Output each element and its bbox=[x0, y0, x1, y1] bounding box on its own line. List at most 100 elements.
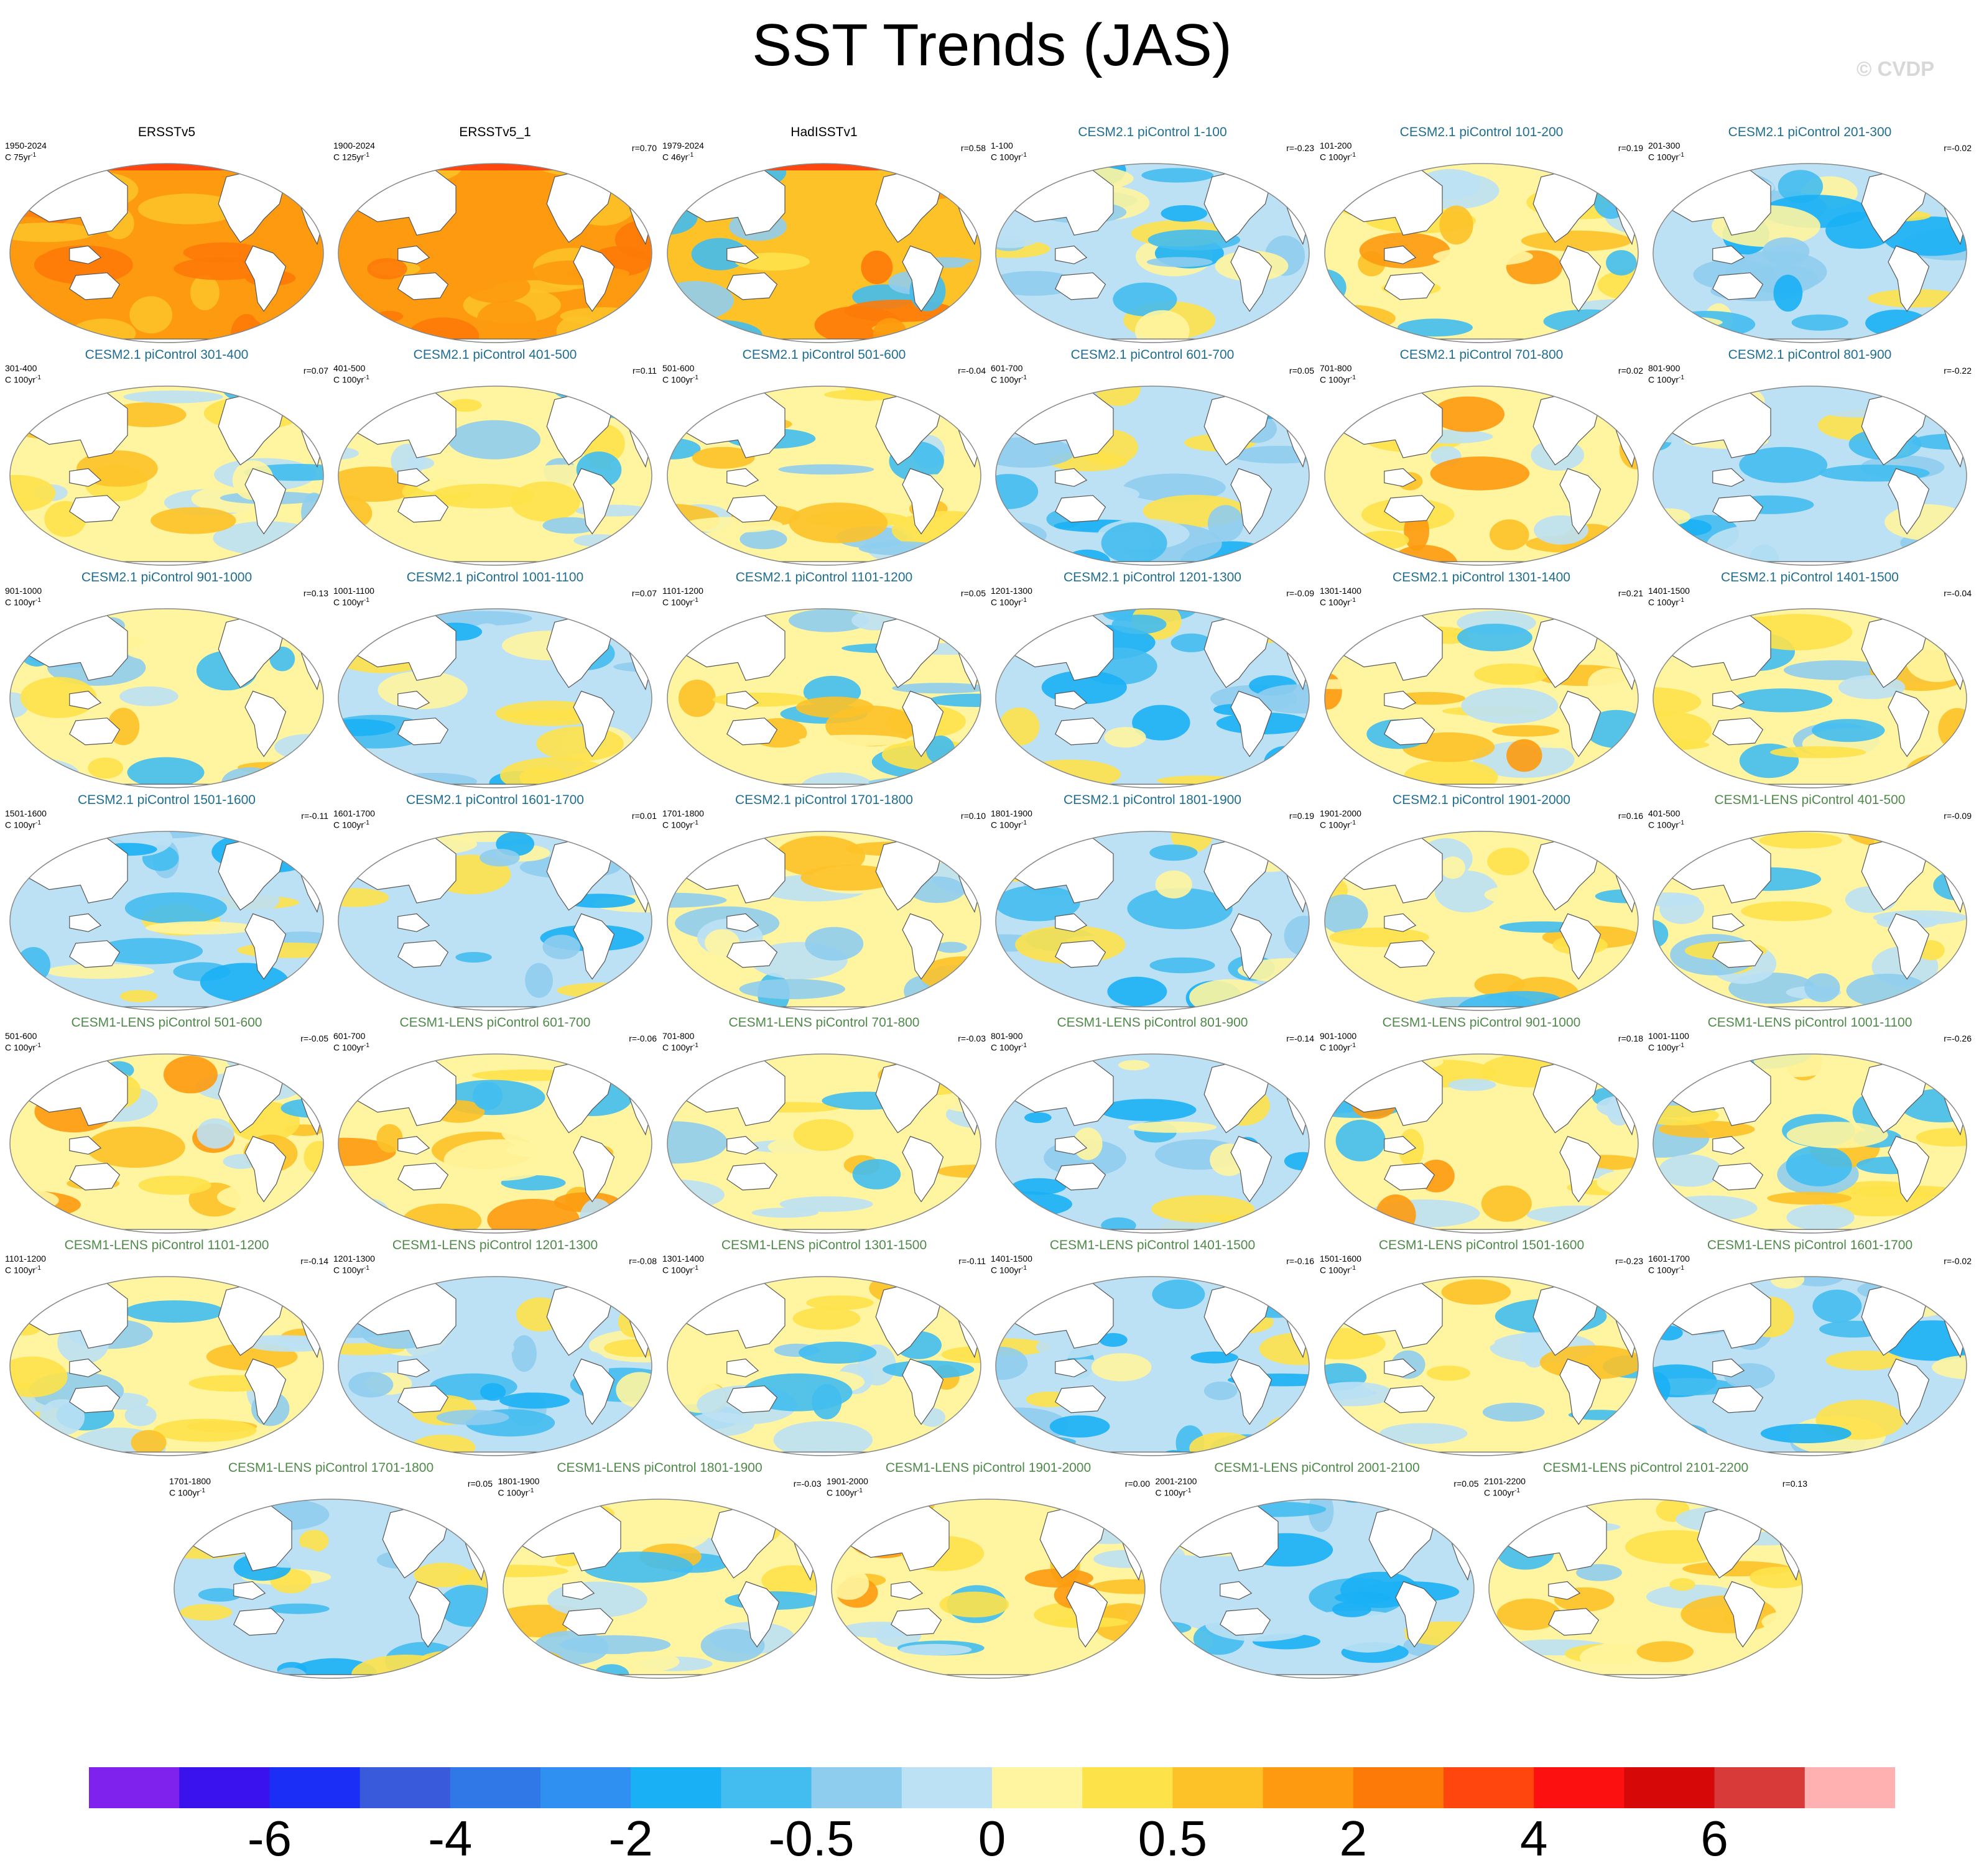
land-sAmerica bbox=[1888, 1358, 1930, 1425]
map-border bbox=[667, 163, 981, 343]
trend-anomaly-patch bbox=[1127, 888, 1233, 930]
land-australia bbox=[1384, 1163, 1435, 1191]
land-antarctica bbox=[432, 1006, 558, 1010]
land-sAmerica bbox=[902, 1135, 944, 1203]
panel-period: 1101-1200 bbox=[662, 586, 703, 596]
trend-anomaly-patch bbox=[1440, 856, 1465, 879]
sst-trend-map bbox=[338, 386, 652, 566]
sst-trend-map bbox=[1324, 831, 1639, 1011]
map-border bbox=[995, 163, 1310, 343]
trend-anomaly-patch bbox=[1893, 1441, 1944, 1456]
sst-trend-map bbox=[995, 1053, 1310, 1234]
map-border bbox=[338, 1276, 652, 1456]
map-panel: CESM1-LENS piControl 1301-1500 1301-1400 C… bbox=[660, 1237, 988, 1460]
panel-units: C 75yr-1 bbox=[5, 152, 37, 162]
map-border bbox=[1653, 1053, 1967, 1234]
sst-trend-map bbox=[1653, 831, 1967, 1011]
trend-anomaly-patch bbox=[886, 778, 981, 788]
panel-period: 1401-1500 bbox=[991, 1254, 1032, 1264]
trend-anomaly-patch bbox=[1284, 915, 1309, 956]
panel-units: C 100yr-1 bbox=[5, 1265, 41, 1275]
trend-anomaly-patch bbox=[806, 1295, 874, 1310]
panel-period-label: 1301-1400 C 100yr-1 bbox=[662, 1254, 704, 1275]
panel-units: C 100yr-1 bbox=[1648, 1042, 1684, 1053]
land-maritime bbox=[1219, 1581, 1252, 1600]
land-antarctica bbox=[1419, 1451, 1544, 1456]
panel-period: 401-500 bbox=[1648, 808, 1680, 818]
colorbar-tick-label: 6 bbox=[1700, 1811, 1728, 1866]
sst-trend-map bbox=[9, 163, 324, 343]
trend-anomaly-patch bbox=[739, 529, 787, 550]
map-border bbox=[338, 386, 652, 566]
panel-units: C 100yr-1 bbox=[1155, 1487, 1192, 1498]
land-sAmerica bbox=[902, 913, 944, 980]
sst-trend-map bbox=[995, 163, 1310, 343]
trend-anomaly-patch bbox=[1146, 257, 1213, 267]
map-border bbox=[1159, 1499, 1475, 1679]
trend-anomaly-patch bbox=[908, 1223, 966, 1233]
land-antarctica bbox=[1747, 1229, 1873, 1233]
map-panel: CESM2.1 piControl 1601-1700 1601-1700 C 10… bbox=[331, 792, 659, 1015]
trend-anomaly-patch bbox=[996, 978, 1037, 1010]
land-maritime bbox=[1055, 1358, 1088, 1377]
trend-anomaly-patch bbox=[10, 692, 29, 718]
trend-anomaly-patch bbox=[935, 941, 967, 953]
panel-period: 701-800 bbox=[1320, 363, 1352, 373]
trend-anomaly-patch bbox=[1099, 1333, 1128, 1347]
map-panel: CESM2.1 piControl 1201-1300 1201-1300 C 10… bbox=[988, 570, 1317, 792]
figure-title: SST Trends (JAS) bbox=[752, 12, 1232, 78]
trend-anomaly-patch bbox=[119, 990, 158, 1002]
trend-anomaly-patch bbox=[387, 772, 478, 788]
trend-anomaly-patch bbox=[1489, 1500, 1549, 1520]
trend-anomaly-patch bbox=[865, 1204, 935, 1224]
land-greenland bbox=[276, 610, 302, 627]
map-border bbox=[667, 1276, 981, 1456]
map-panel: CESM1-LENS piControl 1901-2000 1901-2000 C… bbox=[824, 1460, 1152, 1683]
panel-period-label: 701-800 C 100yr-1 bbox=[662, 1031, 698, 1053]
land-greenland bbox=[1919, 165, 1945, 182]
trend-anomaly-patch bbox=[118, 623, 182, 660]
panel-title: CESM1-LENS piControl 1901-2000 bbox=[885, 1461, 1092, 1475]
land-antarctica bbox=[1747, 1006, 1873, 1010]
trend-anomaly-patch bbox=[1482, 1402, 1545, 1422]
map-border bbox=[338, 163, 652, 343]
land-australia bbox=[891, 1608, 942, 1636]
trend-anomaly-patch bbox=[1786, 1145, 1852, 1186]
land-greenland bbox=[604, 833, 631, 850]
panel-period: 201-300 bbox=[1648, 141, 1680, 150]
panel-period-label: 1801-1900 C 100yr-1 bbox=[991, 808, 1032, 830]
land-antarctica bbox=[1747, 338, 1873, 343]
trend-anomaly-patch bbox=[129, 296, 173, 334]
trend-anomaly-patch bbox=[1570, 831, 1638, 841]
trend-anomaly-patch bbox=[1091, 1353, 1152, 1382]
colorbar-bin bbox=[89, 1767, 180, 1808]
colorbar-bin bbox=[1353, 1767, 1444, 1808]
trend-anomaly-patch bbox=[1260, 770, 1309, 788]
panel-period-label: 1501-1600 C 100yr-1 bbox=[5, 808, 47, 830]
map-panel: CESM1-LENS piControl 1701-1800 1701-1800 C… bbox=[167, 1460, 495, 1683]
land-australia bbox=[69, 1385, 121, 1413]
trend-anomaly-patch bbox=[268, 1603, 330, 1614]
land-greenland bbox=[1261, 610, 1288, 627]
map-border bbox=[1653, 1276, 1967, 1456]
panel-units: C 100yr-1 bbox=[827, 1487, 863, 1498]
land-greenland bbox=[1919, 1055, 1945, 1073]
map-panel: CESM2.1 piControl 401-500 401-500 C 100yr-… bbox=[331, 347, 659, 570]
colorbar-bin bbox=[631, 1767, 721, 1808]
map-border bbox=[831, 1499, 1146, 1679]
trend-anomaly-patch bbox=[672, 164, 764, 174]
trend-anomaly-patch bbox=[12, 320, 75, 342]
land-maritime bbox=[1712, 1358, 1745, 1377]
panel-period: 901-1000 bbox=[5, 586, 42, 596]
panel-correlation: r=-0.06 bbox=[629, 1033, 657, 1043]
trend-anomaly-patch bbox=[1200, 1666, 1246, 1678]
colorbar-bin bbox=[901, 1767, 993, 1808]
trend-anomaly-patch bbox=[1111, 614, 1167, 634]
land-australia bbox=[69, 718, 121, 746]
land-australia bbox=[1384, 495, 1435, 523]
trend-anomaly-patch bbox=[554, 1552, 581, 1567]
trend-anomaly-patch bbox=[1597, 268, 1638, 302]
land-greenland bbox=[1590, 1055, 1617, 1073]
land-maritime bbox=[69, 690, 102, 709]
land-antarctica bbox=[1090, 1006, 1215, 1010]
